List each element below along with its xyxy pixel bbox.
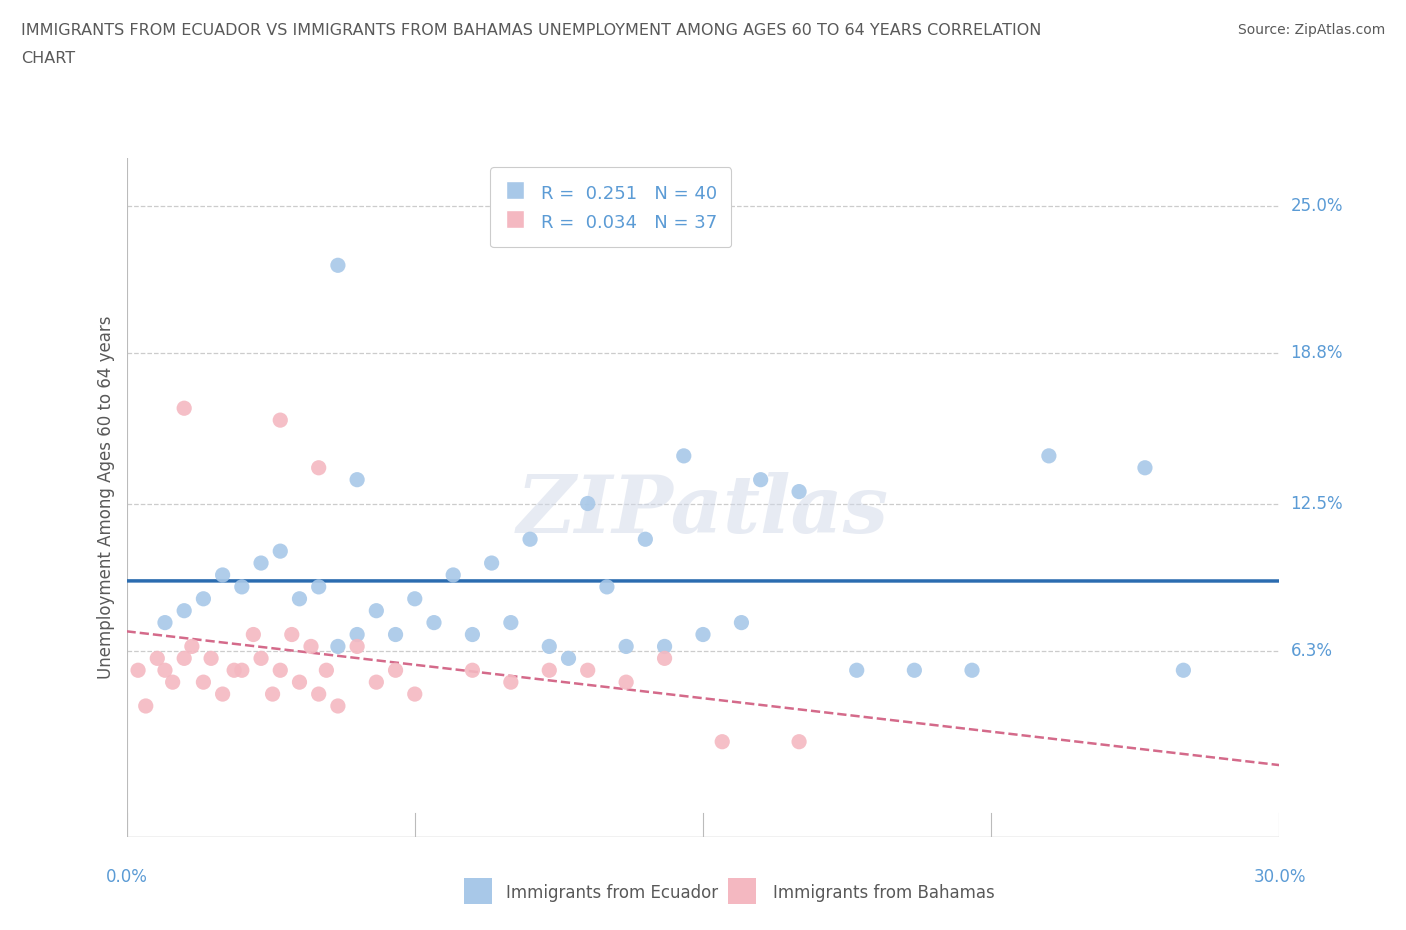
Point (384, 663, 406, 678)
Point (326, 258, 349, 272)
Text: 0.0%: 0.0% (105, 868, 148, 885)
Point (1038, 448, 1060, 463)
Point (461, 627, 484, 642)
Point (250, 555, 273, 570)
Point (519, 532, 541, 547)
Point (423, 615, 446, 630)
Text: 18.8%: 18.8% (1291, 344, 1343, 363)
Point (224, 663, 246, 678)
Point (711, 735, 734, 750)
Point (576, 663, 599, 678)
Point (654, 651, 676, 666)
Point (153, 615, 176, 630)
Text: 6.3%: 6.3% (1291, 643, 1333, 660)
Point (146, 651, 169, 666)
Point (250, 651, 273, 666)
Point (269, 663, 291, 678)
Point (269, 413, 291, 428)
Point (262, 686, 284, 701)
Text: 25.0%: 25.0% (1291, 197, 1343, 215)
Y-axis label: Unemployment Among Ages 60 to 64 years: Unemployment Among Ages 60 to 64 years (97, 316, 115, 679)
Point (211, 686, 233, 701)
Point (308, 686, 330, 701)
Point (614, 675, 637, 690)
Point (326, 639, 349, 654)
Bar (728, 878, 756, 904)
Point (173, 604, 195, 618)
Point (404, 686, 426, 701)
Point (960, 663, 983, 678)
Point (1133, 460, 1156, 475)
Point (1173, 663, 1195, 678)
Point (231, 663, 253, 678)
Point (576, 496, 599, 511)
Point (127, 663, 149, 678)
Point (193, 675, 215, 690)
Point (180, 639, 202, 654)
Point (346, 472, 368, 487)
Point (326, 698, 349, 713)
Point (162, 675, 184, 690)
Point (242, 627, 264, 642)
Text: IMMIGRANTS FROM ECUADOR VS IMMIGRANTS FROM BAHAMAS UNEMPLOYMENT AMONG AGES 60 TO: IMMIGRANTS FROM ECUADOR VS IMMIGRANTS FR… (21, 23, 1042, 38)
Point (654, 639, 676, 654)
Text: 12.5%: 12.5% (1291, 495, 1343, 512)
Text: Immigrants from Ecuador: Immigrants from Ecuador (506, 884, 718, 902)
Point (481, 555, 503, 570)
Text: Source: ZipAtlas.com: Source: ZipAtlas.com (1237, 23, 1385, 37)
Point (288, 675, 311, 690)
Point (153, 663, 176, 678)
Point (787, 735, 810, 750)
Point (308, 460, 330, 475)
Text: ZIPatlas: ZIPatlas (517, 472, 889, 550)
Point (749, 472, 772, 487)
Bar (464, 878, 492, 904)
Point (299, 639, 322, 654)
Point (557, 651, 579, 666)
Point (845, 663, 868, 678)
Point (441, 567, 464, 582)
Point (366, 675, 388, 690)
Text: 30.0%: 30.0% (1253, 868, 1306, 885)
Point (346, 627, 368, 642)
Point (269, 544, 291, 559)
Point (315, 663, 337, 678)
Legend: R =  0.251   N = 40, R =  0.034   N = 37: R = 0.251 N = 40, R = 0.034 N = 37 (491, 167, 731, 247)
Point (538, 639, 561, 654)
Point (672, 448, 695, 463)
Point (173, 651, 195, 666)
Point (634, 532, 657, 547)
Point (200, 651, 222, 666)
Point (384, 627, 406, 642)
Point (193, 591, 215, 606)
Point (308, 579, 330, 594)
Point (596, 579, 619, 594)
Point (692, 627, 714, 642)
Text: CHART: CHART (21, 51, 75, 66)
Point (538, 663, 561, 678)
Point (461, 663, 484, 678)
Point (211, 567, 233, 582)
Point (499, 675, 522, 690)
Point (404, 591, 426, 606)
Point (281, 627, 304, 642)
Point (903, 663, 925, 678)
Point (346, 639, 368, 654)
Point (288, 591, 311, 606)
Point (231, 579, 253, 594)
Point (173, 401, 195, 416)
Point (135, 698, 157, 713)
Point (614, 639, 637, 654)
Point (366, 604, 388, 618)
Text: Immigrants from Bahamas: Immigrants from Bahamas (773, 884, 995, 902)
Point (499, 615, 522, 630)
Point (730, 615, 752, 630)
Point (787, 485, 810, 499)
